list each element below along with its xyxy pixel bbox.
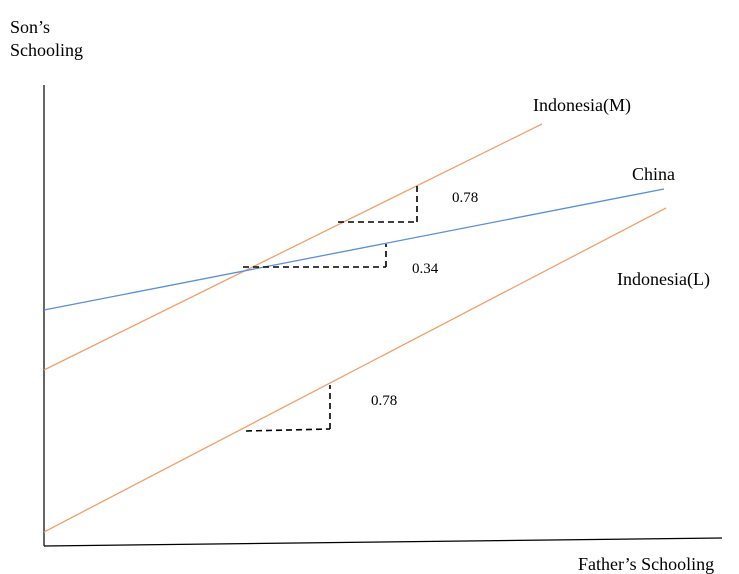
slope-label-indonesia-l: 0.78 — [371, 393, 397, 409]
y-axis-label-line1: Son’s — [10, 17, 50, 37]
china-line — [43, 188, 665, 311]
indonesia-l-line — [43, 207, 667, 533]
x-axis-label: Father’s Schooling — [578, 554, 714, 574]
x-axis — [43, 537, 723, 547]
y-axis-label-line2: Schooling — [10, 40, 83, 60]
indonesia-m-label: Indonesia(M) — [533, 95, 631, 116]
china-label: China — [632, 164, 675, 184]
slope-label-china: 0.34 — [412, 261, 439, 277]
slope-marker-indonesia-m — [338, 183, 418, 223]
indonesia-m-line — [43, 123, 543, 371]
slope-label-indonesia-m: 0.78 — [452, 190, 478, 206]
slope-marker-indonesia-l — [245, 385, 331, 432]
slope-marker-china — [243, 244, 387, 268]
indonesia-l-label: Indonesia(L) — [617, 269, 710, 290]
